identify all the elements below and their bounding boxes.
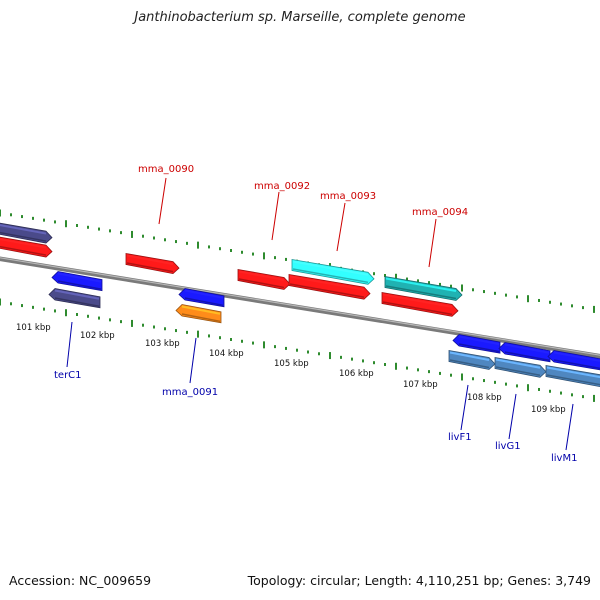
leader-livF1 (460, 384, 469, 431)
backbone-highlight (0, 257, 600, 356)
scale-label: 106 kbp (339, 369, 374, 379)
gene-arrow-terC1-body (51, 271, 103, 292)
gene-arrow-mma_0094-highlight (385, 277, 457, 292)
gene-label-livF1[interactable]: livF1 (448, 432, 472, 443)
gene-arrow-mma_0094b-shade (382, 301, 453, 316)
leader-livG1 (508, 393, 517, 440)
gene-arrow-mma_0093b-highlight (289, 275, 365, 291)
gene-arrow-purple-terC1-body (48, 288, 101, 309)
gene-label-terC1[interactable]: terC1 (54, 370, 82, 381)
gene-arrow-mma_0093-highlight (292, 260, 369, 276)
bottom-gene-labels: terC1 mma_0091 livF1 livG1 livM1 (54, 370, 577, 464)
gene-arrow-steel-2-shade (495, 366, 541, 377)
gene-arrow-purple-left-highlight (0, 224, 47, 235)
gene-arrow-purple-terC1 (48, 288, 101, 309)
gene-arrow-mma_0090 (125, 253, 180, 275)
top-gene-labels: mma_0090 mma_0092 mma_0093 mma_0094 (138, 164, 468, 218)
leader-mma_0093 (336, 202, 346, 252)
gene-arrow-purple-left (0, 222, 53, 244)
scale-label: 108 kbp (467, 393, 502, 403)
gene-arrow-livF1-body (452, 334, 501, 354)
gene-arrow-livM1-body (547, 350, 600, 371)
gene-arrow-mma_0091-highlight (181, 305, 221, 315)
gene-arrow-livG1-body (498, 342, 551, 363)
leader-lines (66, 177, 574, 451)
gene-arrow-mma_0094b-highlight (382, 293, 453, 308)
gene-features (0, 222, 600, 388)
gene-arrow-livF1-shade (458, 343, 500, 353)
gene-arrow-terC1-shade (57, 280, 102, 290)
genome-summary-text: Topology: circular; Length: 4,110,251 bp… (247, 573, 591, 588)
genome-title: Janthinobacterium sp. Marseille, complet… (134, 10, 466, 25)
gene-arrow-livG1-highlight (504, 343, 550, 354)
gene-arrow-mma_0093 (291, 259, 375, 285)
leader-mma_0090 (158, 177, 167, 225)
gene-arrow-mma_0091 (175, 304, 222, 324)
gene-arrow-mma_0093-shade (292, 268, 369, 284)
gene-arrow-purple-left-shade (0, 231, 47, 242)
gene-arrow-red-left-shade (0, 245, 47, 256)
gene-arrow-mma_0092 (237, 269, 291, 290)
gene-label-mma_0094[interactable]: mma_0094 (412, 207, 468, 218)
scale-label: 109 kbp (531, 405, 566, 415)
backbone-line (0, 256, 600, 359)
gene-arrow-mma_0090-highlight (126, 254, 174, 266)
scale-label: 104 kbp (209, 349, 244, 359)
gene-arrow-mma_0090-shade (126, 262, 174, 273)
gene-arrow-livF1 (452, 334, 501, 354)
gene-label-mma_0090[interactable]: mma_0090 (138, 164, 194, 175)
accession-text: Accession: NC_009659 (9, 573, 152, 588)
gene-arrow-red-left (0, 236, 53, 258)
gene-label-livG1[interactable]: livG1 (495, 441, 521, 452)
bottom-tick-row (0, 298, 595, 402)
gene-arrow-terC1 (51, 271, 103, 292)
gene-arrow-mma_0091-blue-body (178, 288, 225, 308)
gene-arrow-purple-terC1-highlight (54, 289, 100, 300)
gene-arrow-red-left-highlight (0, 238, 47, 249)
scale-label: 105 kbp (274, 359, 309, 369)
scale-label: 101 kbp (16, 323, 51, 333)
gene-arrow-mma_0093b-shade (289, 283, 365, 298)
gene-arrow-mma_0094-shade (385, 285, 457, 300)
gene-arrow-mma_0091-blue (178, 288, 225, 308)
leader-mma_0092 (271, 191, 280, 241)
gene-arrow-terC1-highlight (57, 272, 102, 283)
gene-arrow-steel-1-highlight (449, 351, 490, 361)
gene-arrow-mma_0094 (384, 276, 463, 301)
gene-arrow-mma_0091-body (175, 304, 222, 324)
leader-mma_0094 (428, 218, 437, 268)
gene-arrow-steel-2-highlight (495, 358, 541, 369)
gene-arrow-mma_0093b (288, 274, 371, 300)
leader-mma_0091 (189, 337, 197, 384)
gene-arrow-livG1-shade (504, 351, 550, 362)
scale-label: 107 kbp (403, 380, 438, 390)
gene-arrow-livF1-highlight (458, 335, 500, 346)
gene-arrow-steel-3-shade (546, 374, 600, 386)
gene-arrow-steel-3 (545, 365, 600, 388)
gene-arrow-livG1 (498, 342, 551, 363)
gene-label-mma_0092[interactable]: mma_0092 (254, 181, 310, 192)
gene-arrow-steel-1 (448, 350, 496, 370)
gene-arrow-mma_0094b (381, 292, 459, 317)
gene-label-livM1[interactable]: livM1 (551, 453, 577, 464)
leader-terC1 (66, 321, 73, 368)
gene-arrow-purple-terC1-shade (54, 297, 100, 308)
gene-arrow-mma_0091-blue-shade (184, 297, 224, 307)
scale-label: 102 kbp (80, 331, 115, 341)
gene-arrow-steel-2 (494, 357, 547, 378)
gene-arrow-mma_0092-shade (238, 278, 285, 289)
gene-arrow-steel-1-shade (449, 359, 490, 369)
gene-label-mma_0093[interactable]: mma_0093 (320, 191, 376, 202)
scale-labels: 101 kbp 102 kbp 103 kbp 104 kbp 105 kbp … (16, 323, 566, 415)
scale-label: 103 kbp (145, 339, 180, 349)
gene-arrow-steel-3-highlight (546, 366, 600, 379)
gene-arrow-mma_0091-blue-highlight (184, 289, 224, 299)
gene-label-mma_0091[interactable]: mma_0091 (162, 387, 218, 398)
gene-arrow-mma_0091-shade (181, 313, 221, 323)
leader-livM1 (565, 403, 574, 451)
top-tick-row (0, 209, 595, 313)
gene-arrow-mma_0092-highlight (238, 270, 285, 281)
